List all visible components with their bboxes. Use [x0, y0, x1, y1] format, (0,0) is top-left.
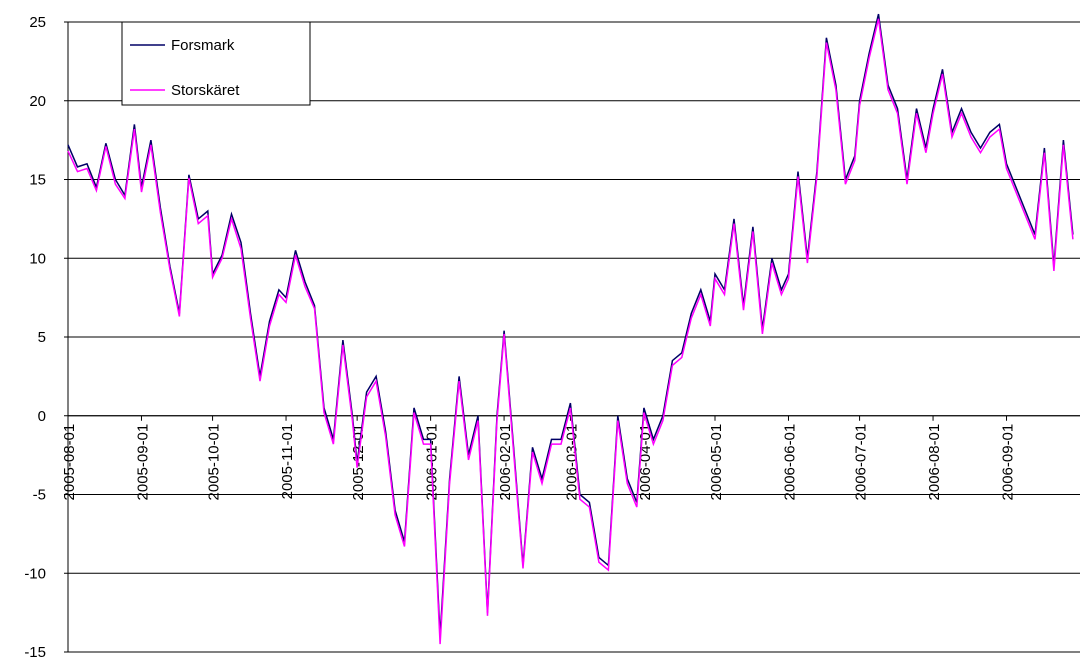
x-tick-label: 2005-10-01	[206, 424, 223, 501]
x-tick-label: 2005-12-01	[350, 424, 367, 501]
x-tick-label: 2006-03-01	[563, 424, 580, 501]
data-line	[67, 13, 1074, 637]
x-tick-label: 2005-11-01	[279, 424, 296, 500]
x-tick-label: 2006-05-01	[708, 424, 725, 501]
x-tick-label: 2005-09-01	[134, 424, 151, 501]
x-tick-label: 2006-09-01	[1000, 424, 1017, 501]
y-tick-label: 20	[29, 93, 46, 110]
legend-box	[121, 21, 311, 106]
x-tick-label: 2006-08-01	[926, 424, 943, 501]
legend-label: Forsmark	[171, 37, 235, 54]
x-tick-label: 2006-02-01	[497, 424, 514, 501]
y-tick-label: 0	[38, 408, 46, 425]
x-tick-label: 2005-08-01	[61, 424, 78, 501]
legend: Forsmark Storskäret	[121, 21, 311, 106]
legend-label: Storskäret	[171, 82, 240, 99]
y-tick-label: -15	[24, 644, 46, 661]
y-tick-label: 25	[29, 14, 46, 31]
x-tick-label: 2006-06-01	[781, 424, 798, 501]
y-tick-label: 10	[29, 250, 46, 267]
x-tick-label: 2006-07-01	[853, 424, 870, 501]
y-tick-label: 5	[38, 329, 46, 346]
y-tick-label: -10	[24, 565, 46, 582]
y-tick-label: -5	[33, 487, 46, 504]
data-line	[67, 18, 1074, 645]
y-tick-label: 15	[29, 172, 46, 189]
